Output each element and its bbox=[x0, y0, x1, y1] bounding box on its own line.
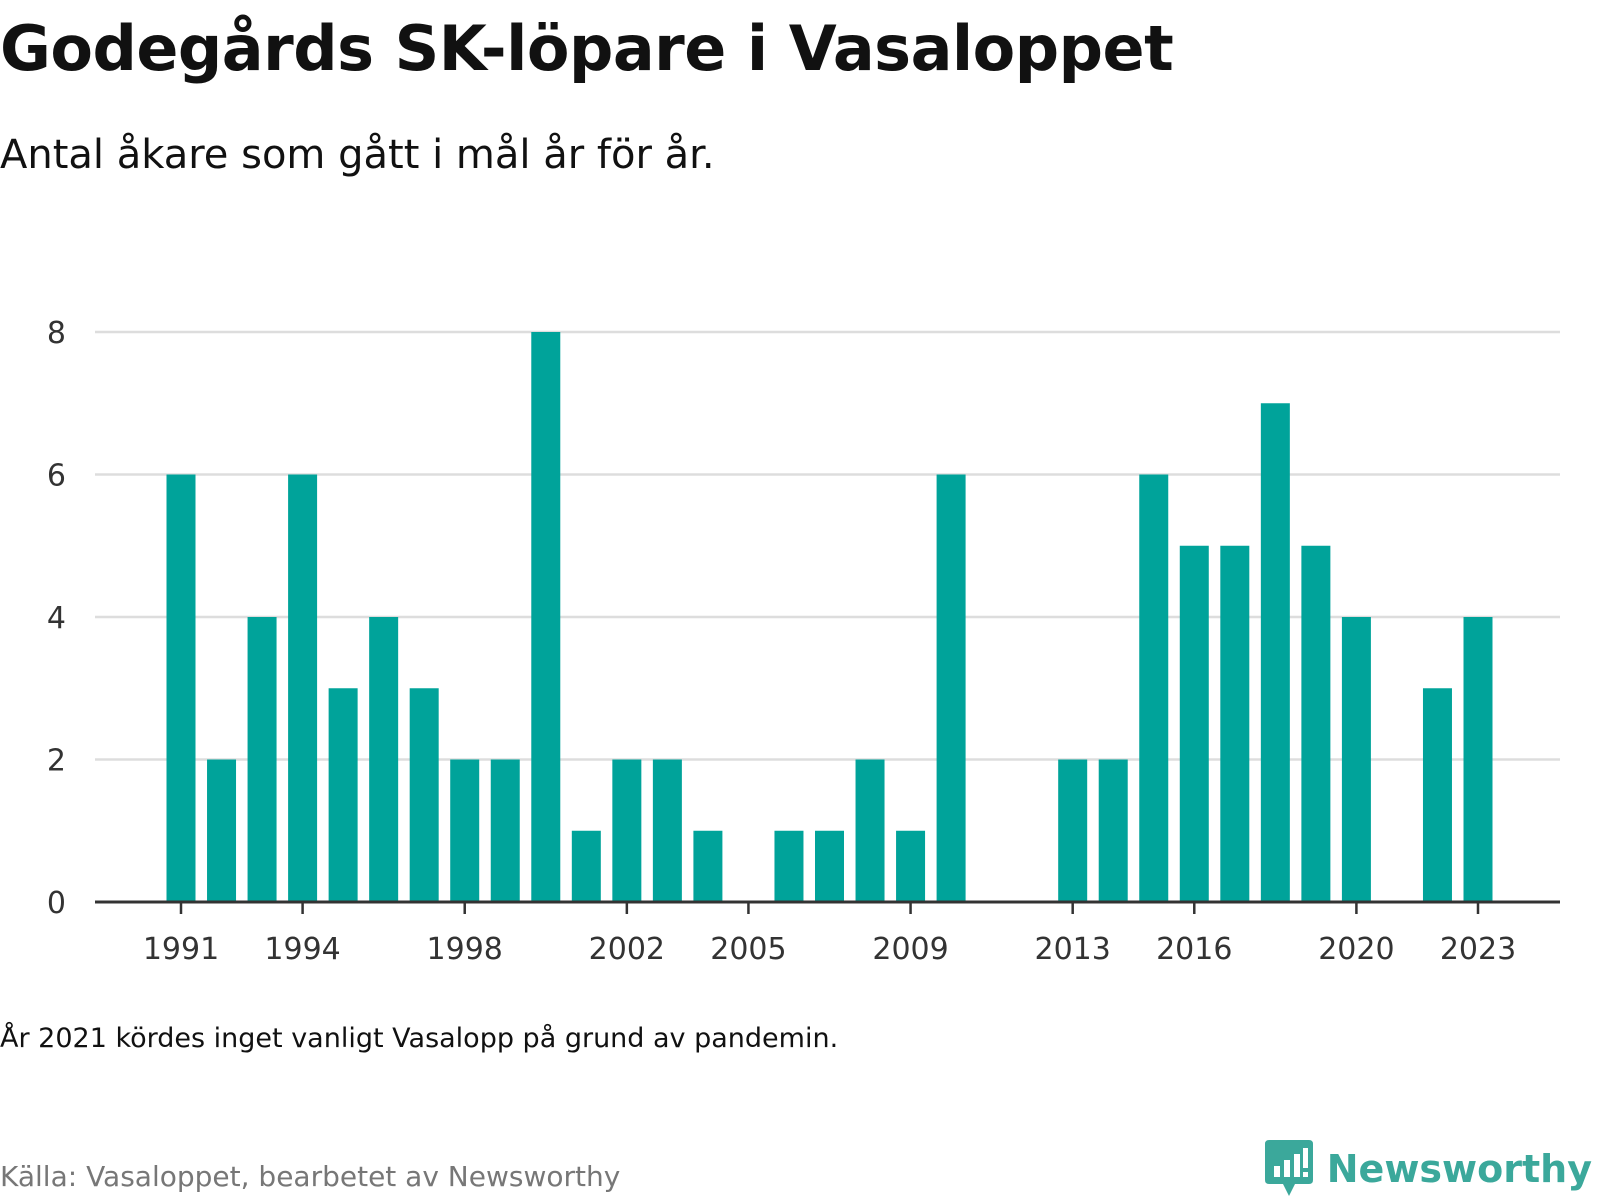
x-tick-label: 2016 bbox=[1156, 932, 1232, 960]
bar-2003 bbox=[652, 759, 682, 902]
bar-2017 bbox=[1220, 545, 1250, 902]
x-tick-label: 2009 bbox=[872, 932, 948, 960]
y-tick-label: 8 bbox=[47, 316, 66, 351]
bar-1999 bbox=[490, 759, 520, 902]
x-tick-label: 1998 bbox=[427, 932, 503, 960]
chart-subtitle: Antal åkare som gått i mål år för år. bbox=[0, 132, 715, 178]
bar-1994 bbox=[288, 474, 318, 902]
brand-logo: Newsworthy bbox=[1264, 1140, 1592, 1198]
y-tick-label: 4 bbox=[47, 601, 66, 636]
bar-1992 bbox=[207, 759, 237, 902]
bar-2018 bbox=[1260, 403, 1290, 902]
bar-2002 bbox=[612, 759, 642, 902]
x-tick-label: 2005 bbox=[710, 932, 786, 960]
bar-1995 bbox=[328, 688, 358, 902]
y-tick-label: 2 bbox=[47, 744, 66, 779]
y-tick-label: 0 bbox=[47, 886, 66, 921]
bar-2020 bbox=[1341, 617, 1371, 902]
bar-2007 bbox=[815, 830, 844, 902]
chart-note: År 2021 kördes inget vanligt Vasalopp på… bbox=[0, 1023, 839, 1054]
bar-chart: 0 2 4 6 8 1991 1994 1998 2002 2005 2009 2013 2016 202… bbox=[47, 316, 1560, 960]
x-tick-label: 1994 bbox=[264, 932, 340, 960]
bar-2004 bbox=[693, 830, 723, 902]
bar-2022 bbox=[1422, 688, 1452, 902]
bar-2000 bbox=[531, 332, 561, 902]
bar-2001 bbox=[571, 830, 601, 902]
bar-2014 bbox=[1098, 759, 1128, 902]
x-tick-label: 2002 bbox=[589, 932, 665, 960]
source-text: Källa: Vasaloppet, bearbetet av Newswort… bbox=[0, 1160, 621, 1193]
bar-2006 bbox=[774, 830, 804, 902]
bar-2009 bbox=[896, 830, 926, 902]
x-tick-label: 2020 bbox=[1318, 932, 1394, 960]
newsworthy-logo-icon bbox=[1264, 1140, 1313, 1196]
bar-1991 bbox=[166, 474, 196, 902]
bar-2010 bbox=[936, 474, 966, 902]
x-tick-label: 1991 bbox=[143, 932, 219, 960]
bar-1996 bbox=[369, 617, 399, 902]
bar-2016 bbox=[1179, 545, 1209, 902]
brand-name: Newsworthy bbox=[1326, 1147, 1592, 1191]
bar-2008 bbox=[855, 759, 885, 902]
bar-2015 bbox=[1139, 474, 1169, 902]
y-tick-label: 6 bbox=[47, 459, 66, 494]
bar-1998 bbox=[450, 759, 480, 902]
bar-2013 bbox=[1058, 759, 1088, 902]
bar-1997 bbox=[409, 688, 439, 902]
bar-2023 bbox=[1463, 617, 1493, 902]
chart-title: Godegårds SK-löpare i Vasaloppet bbox=[0, 12, 1174, 85]
x-tick-label: 2023 bbox=[1440, 932, 1516, 960]
x-tick-label: 2013 bbox=[1035, 932, 1111, 960]
bar-2019 bbox=[1301, 545, 1331, 902]
bar-1993 bbox=[247, 617, 277, 902]
